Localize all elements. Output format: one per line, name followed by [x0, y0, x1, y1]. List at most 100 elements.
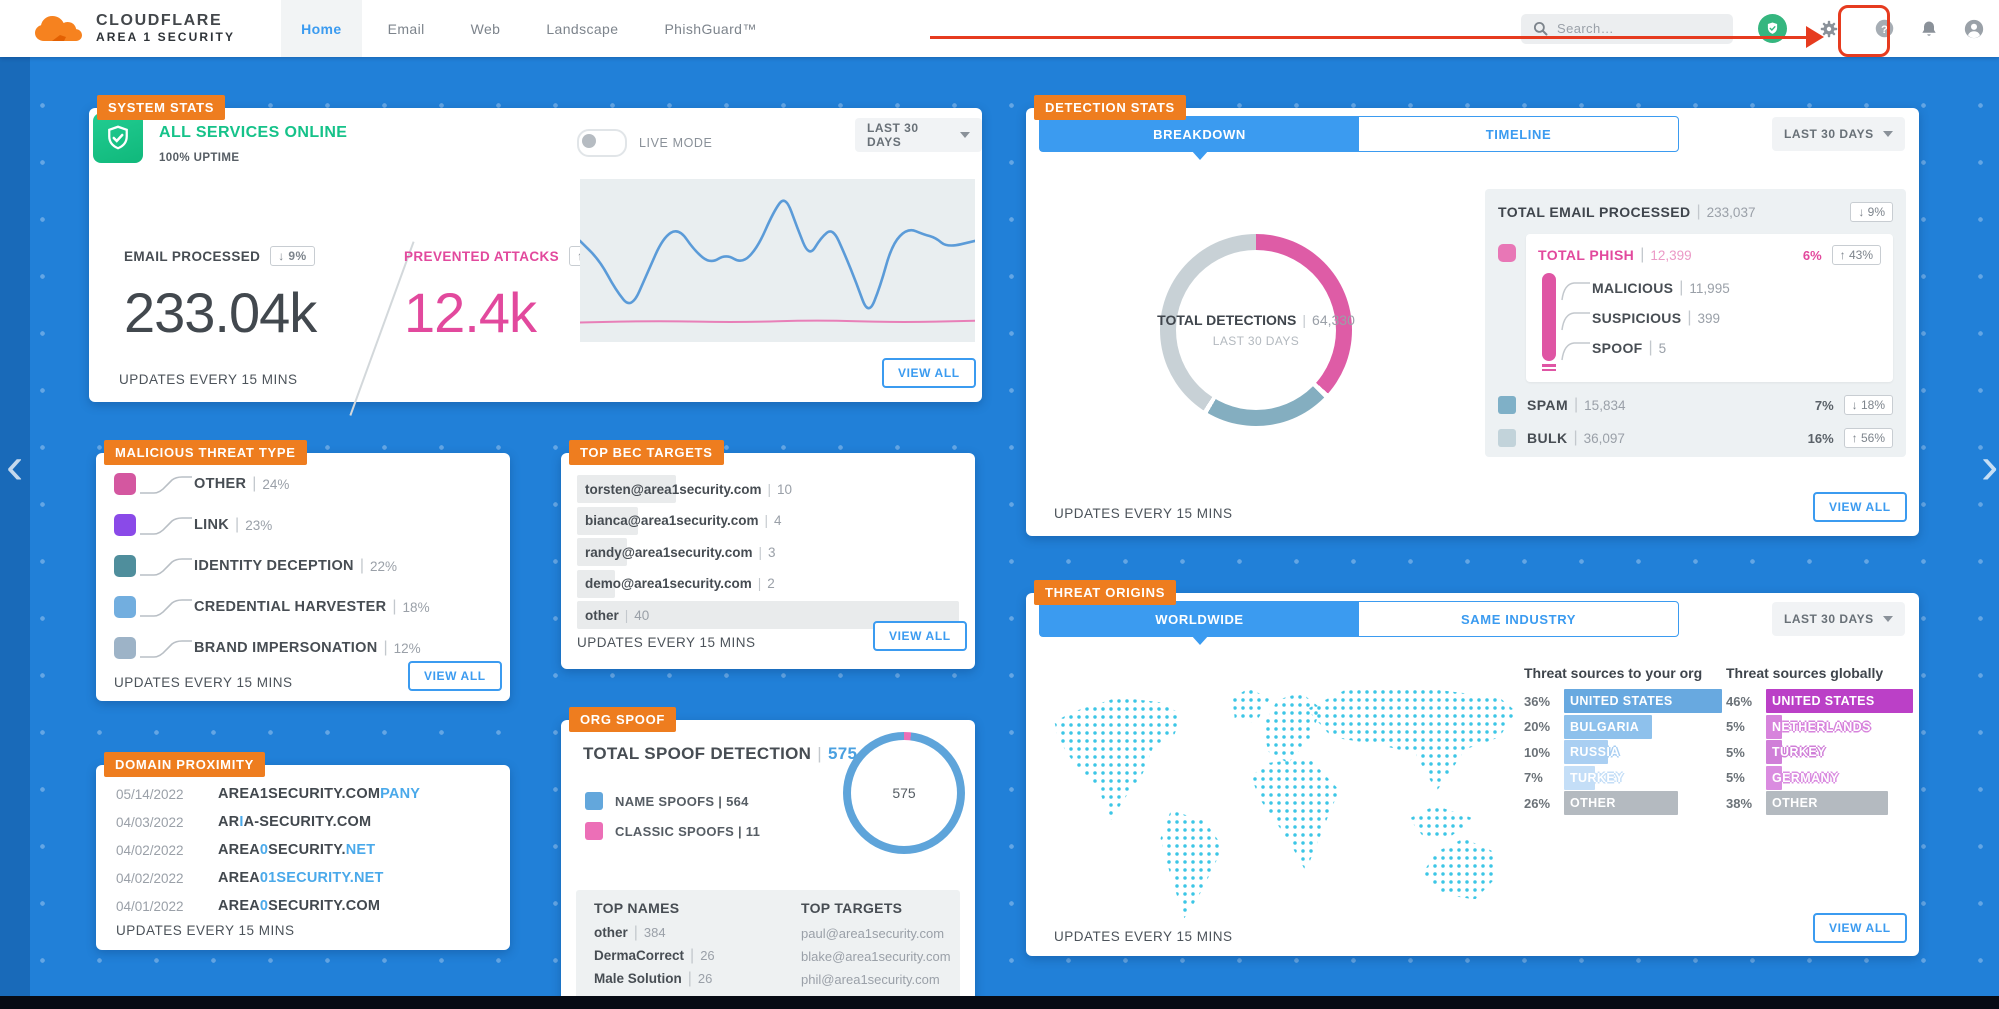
bec-target-row: randy@area1security.com | 3 — [577, 538, 959, 566]
traffic-line-chart — [580, 179, 975, 342]
top-bec-targets-badge: TOP BEC TARGETS — [569, 440, 724, 465]
threat-source-row: 5% GERMANY — [1726, 765, 1838, 790]
range-select[interactable]: LAST 30 DAYS — [855, 118, 982, 152]
detection-breakdown-panel: TOTAL EMAIL PROCESSED | 233,037 ↓ 9% TOT… — [1485, 189, 1906, 457]
threat-type-row: OTHER | 24% — [114, 469, 289, 499]
threat-source-row: 26% OTHER — [1524, 791, 1678, 815]
continent-north-america — [1054, 697, 1182, 820]
view-all-button[interactable]: VIEW ALL — [1813, 492, 1907, 522]
carousel-prev-chevron[interactable]: ‹ — [6, 437, 24, 495]
updates-note: UPDATES EVERY 15 MINS — [1054, 506, 1233, 521]
domain-link: AREA1SECURITY.COMPANY — [218, 786, 421, 802]
view-all-button[interactable]: VIEW ALL — [408, 661, 502, 691]
threat-type-row: IDENTITY DECEPTION | 22% — [114, 551, 397, 581]
category-swatch — [1498, 396, 1516, 414]
total-spoof-title: TOTAL SPOOF DETECTION | 575 — [583, 744, 858, 763]
connector-line — [140, 640, 192, 658]
legend-label: CLASSIC SPOOFS | 11 — [615, 823, 761, 839]
domain-link: AREA01SECURITY.NET — [218, 870, 384, 886]
tab-breakdown[interactable]: BREAKDOWN — [1040, 117, 1359, 160]
top-target-row: paul@area1security.com — [801, 926, 945, 941]
notifications-bell-icon[interactable] — [1916, 16, 1942, 42]
domain-row[interactable]: 05/14/2022 AREA1SECURITY.COMPANY — [116, 783, 420, 805]
bec-target-text: other | 40 — [585, 607, 650, 623]
threat-source-bar: UNITED STATES — [1564, 689, 1722, 713]
view-all-button[interactable]: VIEW ALL — [882, 358, 976, 388]
threat-type-row: LINK | 23% — [114, 510, 272, 540]
malicious-threat-type-card: MALICIOUS THREAT TYPE OTHER | 24% LINK | 23% I… — [96, 440, 510, 701]
total-phish-delta: ↑ 43% — [1831, 245, 1881, 265]
topbar-right: Search… ? — [1521, 0, 1987, 57]
detection-category-row: BULK | 36,097 16% ↑ 56% — [1498, 428, 1893, 448]
nav-item-home[interactable]: Home — [281, 0, 362, 57]
range-select-value: LAST 30 DAYS — [1784, 612, 1874, 626]
nav-item-landscape[interactable]: Landscape — [546, 20, 619, 37]
chevron-down-icon — [1882, 616, 1893, 622]
spoof-legend-row: NAME SPOOFS | 564 — [585, 792, 749, 810]
carousel-next-chevron[interactable]: › — [1981, 437, 1999, 495]
uptime-text: 100% UPTIME — [159, 152, 240, 164]
range-select[interactable]: LAST 30 DAYS — [1772, 602, 1905, 636]
range-select[interactable]: LAST 30 DAYS — [1772, 117, 1905, 151]
email-processed-metric: EMAIL PROCESSED ↓ 9% 233.04k — [124, 246, 317, 345]
nav-item-email[interactable]: Email — [387, 20, 425, 37]
threat-type-swatch — [114, 473, 136, 495]
threat-type-label: CREDENTIAL HARVESTER — [194, 599, 387, 615]
domain-row[interactable]: 04/02/2022 AREA01SECURITY.NET — [116, 867, 384, 889]
connector-line — [140, 599, 192, 617]
updates-note: UPDATES EVERY 15 MINS — [1054, 929, 1233, 944]
live-mode-toggle[interactable] — [577, 129, 627, 157]
domain-row[interactable]: 04/01/2022 AREA0SECURITY.COM — [116, 895, 380, 917]
connector-line — [140, 476, 192, 494]
system-stats-badge: SYSTEM STATS — [97, 95, 226, 120]
account-user-icon[interactable] — [1961, 16, 1987, 42]
phish-legend-swatch — [1498, 244, 1516, 262]
live-mode-label: LIVE MODE — [639, 136, 713, 150]
world-dot-map — [1051, 688, 1516, 923]
threat-source-row: 5% NETHERLANDS — [1726, 714, 1870, 739]
donut-center-value: 64,330 — [1312, 312, 1355, 328]
bec-target-text: bianca@area1security.com | 4 — [585, 513, 782, 528]
bec-target-row: torsten@area1security.com | 10 — [577, 475, 959, 503]
bec-bar — [577, 475, 677, 503]
bec-bar — [577, 538, 627, 566]
connector-line — [140, 517, 192, 535]
domain-date: 05/14/2022 — [116, 786, 184, 802]
tab-timeline[interactable]: TIMELINE — [1485, 126, 1552, 142]
bec-target-text: demo@area1security.com | 2 — [585, 576, 775, 591]
phish-block: TOTAL PHISH | 12,399 6% ↑ 43% MALICIOUS |… — [1498, 234, 1893, 382]
domain-proximity-badge: DOMAIN PROXIMITY — [104, 752, 266, 777]
domain-link: ARIA-SECURITY.COM — [218, 814, 372, 830]
nav-item-phishguard[interactable]: PhishGuard™ — [664, 20, 757, 37]
email-processed-value: 233.04k — [124, 281, 317, 344]
top-name-row: other | 384 — [594, 924, 666, 941]
system-stats-card: SYSTEM STATS ALL SERVICES ONLINE 100% UP… — [89, 95, 982, 416]
domain-row[interactable]: 04/02/2022 AREA0SECURITY.NET — [116, 839, 375, 861]
threat-source-row: 7% TURKEY — [1524, 765, 1623, 790]
nav-item-web[interactable]: Web — [470, 20, 501, 37]
malicious-threat-type-badge: MALICIOUS THREAT TYPE — [104, 440, 307, 465]
tab-same-industry[interactable]: SAME INDUSTRY — [1461, 611, 1576, 627]
total-phish-label: TOTAL PHISH — [1538, 247, 1635, 263]
total-spoof-value: 575 — [827, 744, 858, 763]
view-all-button[interactable]: VIEW ALL — [1813, 913, 1907, 943]
connector-line — [140, 558, 192, 576]
top-targets-title: TOP TARGETS — [801, 900, 903, 916]
domain-row[interactable]: 04/03/2022 ARIA-SECURITY.COM — [116, 811, 371, 833]
view-all-button[interactable]: VIEW ALL — [873, 621, 967, 651]
updates-note: UPDATES EVERY 15 MINS — [116, 923, 295, 938]
category-swatch — [1498, 429, 1516, 447]
settings-gear-icon[interactable] — [1806, 6, 1852, 52]
threat-origins-tabs: WORLDWIDE SAME INDUSTRY — [1039, 601, 1679, 645]
top-target-row: blake@area1security.com — [801, 949, 951, 964]
search-input[interactable]: Search… — [1521, 13, 1733, 44]
tab-worldwide[interactable]: WORLDWIDE — [1040, 602, 1359, 645]
threat-type-swatch — [114, 514, 136, 536]
threat-type-value: 23% — [245, 517, 273, 533]
domain-date: 04/03/2022 — [116, 814, 184, 830]
threat-source-bar: OTHER — [1564, 791, 1678, 815]
range-select-value: LAST 30 DAYS — [867, 121, 919, 149]
total-phish-value: 12,399 — [1650, 247, 1692, 263]
chevron-down-icon — [960, 132, 970, 138]
